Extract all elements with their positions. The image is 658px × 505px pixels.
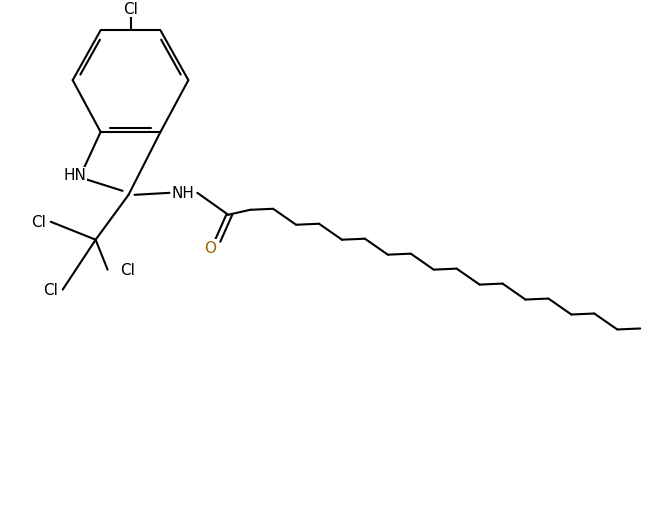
Text: Cl: Cl xyxy=(43,282,58,297)
Text: Cl: Cl xyxy=(31,215,45,230)
Text: O: O xyxy=(205,241,216,256)
Text: HN: HN xyxy=(63,168,86,183)
Text: Cl: Cl xyxy=(120,263,136,278)
Text: NH: NH xyxy=(172,186,195,201)
Text: Cl: Cl xyxy=(123,2,138,17)
